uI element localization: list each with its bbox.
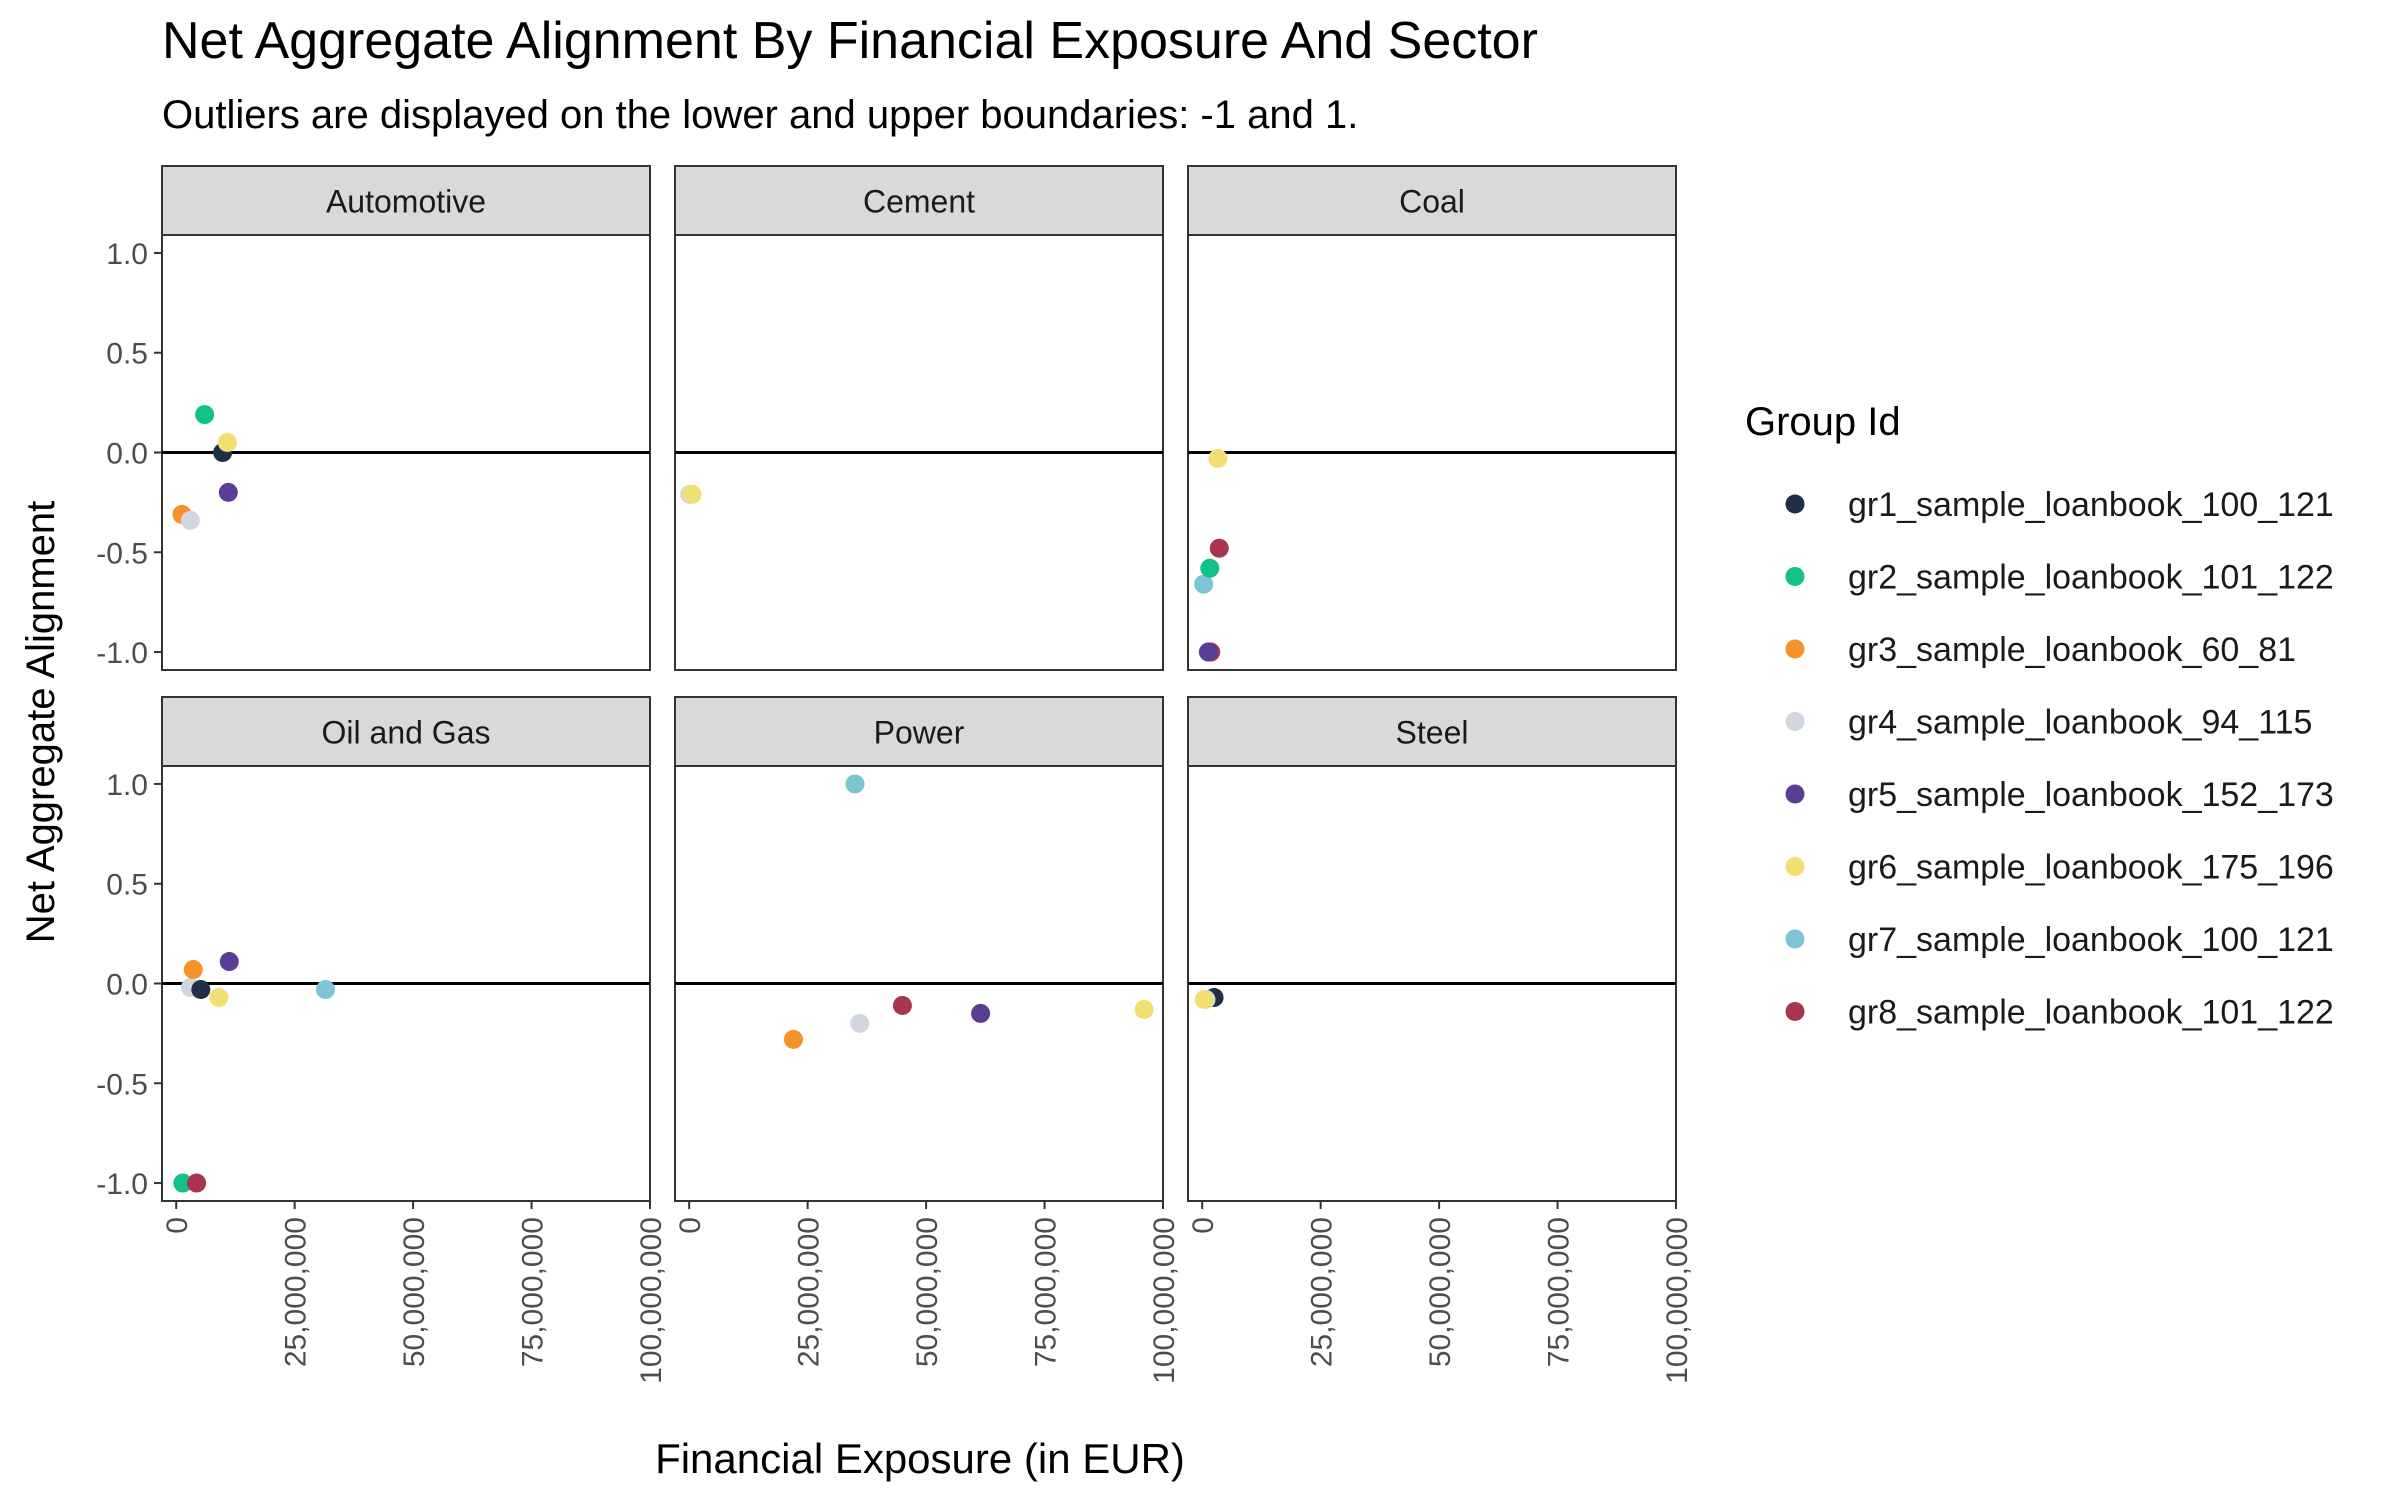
panel-oil-and-gas: Oil and Gas 1.0 0.5 0.0 -0.5 -1.0 0 25,000,000 5… (96, 696, 668, 1384)
facet-strip-label: Power (874, 715, 965, 751)
legend-key (1785, 639, 1805, 659)
facet-strip-label: Automotive (326, 184, 486, 220)
panel-cement: Cement (674, 165, 1164, 671)
legend-label: gr7_sample_loanbook_100_121 (1848, 921, 2334, 959)
y-tick-label: 0.5 (106, 338, 148, 371)
legend-label: gr1_sample_loanbook_100_121 (1848, 486, 2334, 524)
data-point (1134, 999, 1154, 1019)
legend-key (1785, 1002, 1805, 1021)
data-point (209, 987, 229, 1007)
panel-coal: Coal (1187, 165, 1677, 671)
legend-key (1785, 712, 1805, 731)
data-point (1194, 574, 1214, 594)
panel-steel: Steel 0 25,000,000 50,000,000 75,000,000 100,… (1187, 696, 1694, 1384)
data-point (682, 484, 702, 504)
legend-label: gr8_sample_loanbook_101_122 (1848, 994, 2334, 1032)
y-tick-label: 1.0 (106, 769, 148, 802)
panels-layer: Automotive 1.0 0.5 0.0 -0.5 -1.0 Cement Coal Oil… (96, 165, 1694, 1384)
data-point (183, 960, 203, 980)
legend-label: gr5_sample_loanbook_152_173 (1848, 776, 2334, 814)
legend-label: gr3_sample_loanbook_60_81 (1848, 631, 2296, 669)
y-tick-label: -0.5 (96, 537, 148, 570)
data-point (195, 405, 215, 425)
x-tick-label: 0 (161, 1217, 194, 1234)
y-tick-label: -1.0 (96, 637, 148, 670)
legend-key (1785, 567, 1805, 586)
x-tick-label: 100,000,000 (635, 1217, 668, 1384)
data-point (783, 1029, 803, 1049)
facet-strip-label: Oil and Gas (322, 715, 491, 751)
data-point (850, 1013, 870, 1033)
panel-power: Power 0 25,000,000 50,000,000 75,000,000 100,… (674, 696, 1181, 1384)
data-point (1200, 558, 1220, 578)
chart-subtitle: Outliers are displayed on the lower and … (162, 93, 1358, 137)
data-point (315, 979, 335, 999)
legend-key (1785, 784, 1805, 804)
x-tick-label: 0 (1187, 1217, 1220, 1234)
data-point (218, 482, 238, 502)
data-point (219, 952, 239, 972)
x-tick-label: 100,000,000 (1148, 1217, 1181, 1384)
data-point (971, 1003, 991, 1023)
legend-label: gr6_sample_loanbook_175_196 (1848, 849, 2334, 887)
y-tick-label: 0.0 (106, 969, 148, 1002)
facet-strip (161, 165, 651, 236)
legend-key (1785, 857, 1805, 876)
data-point (845, 774, 865, 794)
y-axis-label: Net Aggregate Alignment (19, 501, 63, 944)
facet-strip-label: Coal (1399, 184, 1465, 220)
facet-strip-label: Steel (1396, 715, 1469, 751)
x-tick-label: 50,000,000 (911, 1217, 944, 1367)
chart-title: Net Aggregate Alignment By Financial Exp… (162, 12, 1538, 70)
x-tick-label: 25,000,000 (280, 1217, 313, 1367)
legend-label: gr4_sample_loanbook_94_115 (1848, 704, 2312, 742)
x-axis-label: Financial Exposure (in EUR) (655, 1435, 1185, 1482)
x-tick-label: 50,000,000 (398, 1217, 431, 1367)
data-point (892, 995, 912, 1015)
data-point (173, 1173, 193, 1193)
x-tick-label: 100,000,000 (1661, 1217, 1694, 1384)
y-tick-label: -0.5 (96, 1068, 148, 1101)
legend-label: gr2_sample_loanbook_101_122 (1848, 559, 2334, 597)
x-tick-label: 75,000,000 (1543, 1217, 1576, 1367)
data-point (187, 1173, 207, 1193)
data-point (1208, 448, 1228, 468)
y-tick-label: 0.0 (106, 438, 148, 471)
x-tick-label: 0 (674, 1217, 707, 1234)
legend-title: Group Id (1745, 400, 1901, 444)
data-point (1198, 642, 1218, 662)
y-tick-label: -1.0 (96, 1168, 148, 1201)
data-point (191, 979, 211, 999)
x-tick-label: 25,000,000 (793, 1217, 826, 1367)
panel-automotive: Automotive 1.0 0.5 0.0 -0.5 -1.0 (96, 165, 651, 671)
y-tick-label: 1.0 (106, 238, 148, 271)
x-tick-label: 50,000,000 (1424, 1217, 1457, 1367)
x-tick-label: 75,000,000 (1030, 1217, 1063, 1367)
legend-key (1785, 929, 1805, 949)
facet-strip (674, 165, 1164, 236)
legend-key (1785, 494, 1805, 514)
facet-strip-label: Cement (863, 184, 975, 220)
data-point (217, 433, 237, 453)
facet-strip (161, 696, 651, 767)
x-tick-label: 25,000,000 (1306, 1217, 1339, 1367)
data-point (1209, 538, 1229, 558)
facet-strip (674, 696, 1164, 767)
legend: gr1_sample_loanbook_100_121 gr2_sample_lo… (1785, 486, 2334, 1032)
y-tick-label: 0.5 (106, 869, 148, 902)
data-point (180, 510, 200, 530)
x-tick-label: 75,000,000 (517, 1217, 550, 1367)
data-point (1194, 989, 1214, 1009)
